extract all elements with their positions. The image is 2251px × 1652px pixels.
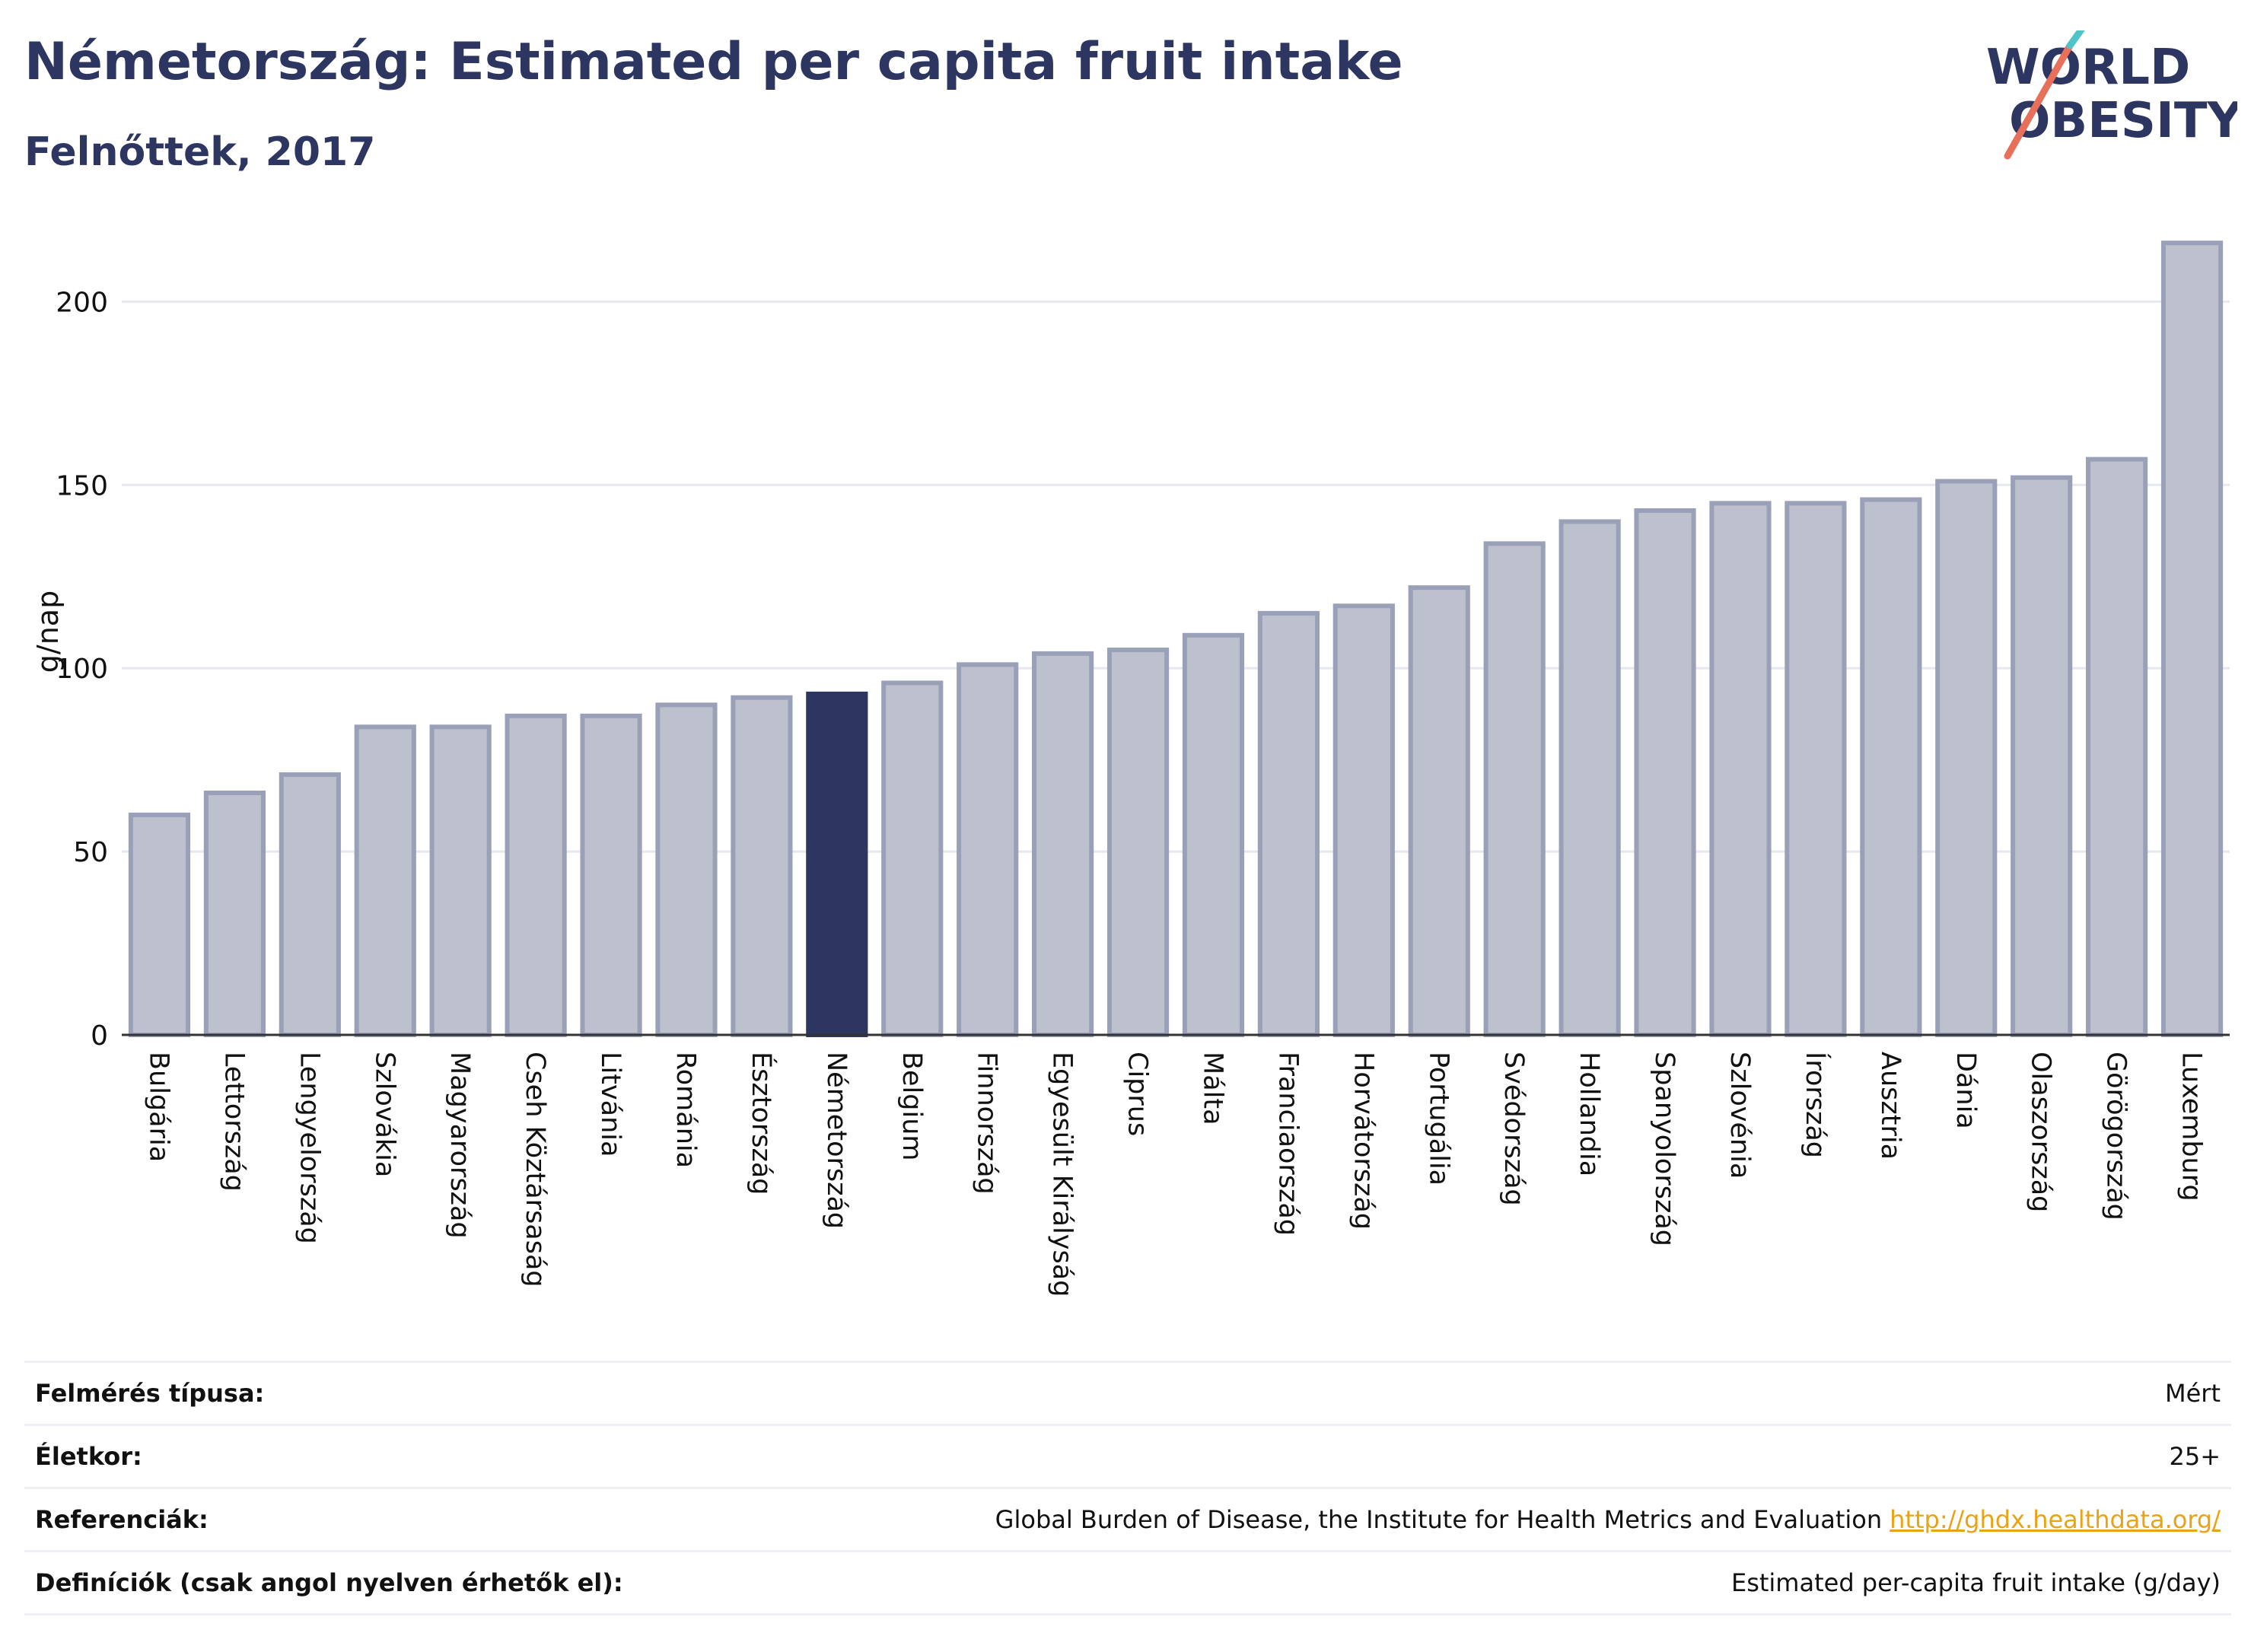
info-label: Életkor: bbox=[35, 1442, 142, 1471]
y-tick-label: 150 bbox=[56, 470, 108, 501]
bar bbox=[2160, 240, 2224, 1038]
y-axis-label: g/nap bbox=[31, 590, 65, 673]
bar bbox=[1860, 497, 1922, 1037]
x-tick-label: Horvátország bbox=[1348, 1052, 1378, 1230]
bar bbox=[1408, 585, 1470, 1037]
x-tick-label: Portugália bbox=[1423, 1052, 1453, 1186]
bar bbox=[580, 713, 642, 1037]
bar bbox=[655, 702, 718, 1037]
x-tick-label: Franciaország bbox=[1272, 1052, 1303, 1236]
x-tick-label: Szlovénia bbox=[1724, 1052, 1755, 1179]
bar bbox=[354, 724, 416, 1037]
bar bbox=[2086, 457, 2148, 1037]
info-row: Életkor: 25+ bbox=[24, 1426, 2231, 1489]
bar bbox=[1032, 651, 1094, 1038]
x-tick-label: Ciprus bbox=[1122, 1052, 1153, 1136]
bar bbox=[1559, 519, 1621, 1038]
x-tick-label: Észtország bbox=[746, 1052, 778, 1195]
x-tick-label: Málta bbox=[1197, 1052, 1227, 1125]
y-tick-label: 0 bbox=[91, 1020, 108, 1052]
info-value: Estimated per-capita fruit intake (g/day… bbox=[1730, 1568, 2221, 1597]
info-row: Felmérés típusa: Mért bbox=[24, 1363, 2231, 1426]
x-tick-label: Belgium bbox=[896, 1052, 927, 1161]
bar bbox=[505, 713, 567, 1037]
x-tick-label: Olaszország bbox=[2026, 1052, 2056, 1212]
x-tick-label: Szlovákia bbox=[369, 1052, 400, 1177]
reference-link[interactable]: http://ghdx.healthdata.org/ bbox=[1890, 1505, 2221, 1534]
bar bbox=[1634, 508, 1696, 1037]
y-tick-label: 200 bbox=[56, 287, 108, 318]
page-title: Németország: Estimated per capita fruit … bbox=[24, 32, 1403, 92]
info-row: Referenciák: Global Burden of Disease, th… bbox=[24, 1489, 2231, 1552]
x-tick-label: Lengyelország bbox=[294, 1052, 324, 1244]
info-value-group: Mért bbox=[2165, 1379, 2221, 1408]
y-tick-label: 100 bbox=[56, 654, 108, 685]
bar bbox=[1106, 648, 1170, 1037]
page-subtitle: Felnőttek, 2017 bbox=[24, 129, 376, 175]
bar bbox=[429, 724, 492, 1037]
bar bbox=[1935, 479, 1998, 1038]
x-tick-label: Cseh Köztársaság bbox=[520, 1052, 550, 1288]
bar-highlight bbox=[806, 691, 868, 1038]
info-label: Felmérés típusa: bbox=[35, 1379, 265, 1408]
info-row: Definíciók (csak angol nyelven érhetők e… bbox=[24, 1552, 2231, 1615]
bar bbox=[279, 772, 341, 1038]
info-value-group: Estimated per-capita fruit intake (g/day… bbox=[1731, 1568, 2221, 1597]
x-tick-label: Németország bbox=[821, 1052, 852, 1229]
x-tick-label: Görögország bbox=[2101, 1052, 2132, 1221]
logo-line2: OBESITY bbox=[2009, 93, 2237, 149]
bar bbox=[731, 695, 793, 1038]
bar bbox=[2011, 475, 2073, 1037]
world-obesity-logo: WORLD OBESITY bbox=[1986, 30, 2237, 160]
logo-slash-red bbox=[2004, 42, 2074, 160]
info-value: 25+ bbox=[2169, 1442, 2221, 1471]
info-label: Referenciák: bbox=[35, 1505, 209, 1534]
x-tick-label: Hollandia bbox=[1574, 1052, 1604, 1176]
x-tick-label: Litvánia bbox=[595, 1052, 626, 1157]
bar bbox=[881, 680, 944, 1037]
info-value-group: 25+ bbox=[2169, 1442, 2221, 1471]
x-tick-label: Lettország bbox=[218, 1052, 249, 1192]
x-tick-label: Bulgária bbox=[143, 1052, 174, 1162]
info-table: Felmérés típusa: Mért Életkor: 25+ Referenci… bbox=[24, 1361, 2231, 1615]
x-tick-label: Írország bbox=[1800, 1052, 1832, 1158]
bar bbox=[1483, 541, 1546, 1037]
bar bbox=[1182, 632, 1245, 1037]
x-tick-label: Luxemburg bbox=[2176, 1052, 2207, 1202]
x-tick-label: Ausztria bbox=[1875, 1052, 1906, 1160]
bar bbox=[203, 791, 266, 1037]
bar bbox=[957, 662, 1019, 1037]
x-tick-label: Finnország bbox=[972, 1052, 1002, 1195]
x-tick-label: Románia bbox=[670, 1052, 701, 1168]
bar bbox=[1332, 603, 1395, 1037]
x-tick-label: Spanyolország bbox=[1649, 1052, 1679, 1246]
logo-line1: WORLD bbox=[1986, 40, 2190, 96]
y-tick-label: 50 bbox=[73, 837, 108, 868]
bar bbox=[1709, 501, 1772, 1037]
bar bbox=[1257, 610, 1320, 1037]
info-value-group: Global Burden of Disease, the Institute … bbox=[995, 1505, 2221, 1534]
bar bbox=[1785, 501, 1847, 1037]
logo-slash-teal bbox=[2066, 30, 2085, 49]
x-tick-label: Magyarország bbox=[444, 1052, 475, 1239]
info-label: Definíciók (csak angol nyelven érhetők e… bbox=[35, 1568, 623, 1597]
info-value: Global Burden of Disease, the Institute … bbox=[995, 1505, 1883, 1534]
x-tick-label: Dánia bbox=[1950, 1052, 1981, 1129]
bar bbox=[128, 812, 191, 1038]
bar-chart: 0 50 100 150 200 g/nap Bulgária Lettország Lengy… bbox=[31, 240, 2230, 1297]
x-tick-label: Svédország bbox=[1498, 1052, 1529, 1206]
info-value: Mért bbox=[2165, 1379, 2221, 1408]
x-tick-label: Egyesült Királyság bbox=[1047, 1052, 1078, 1297]
